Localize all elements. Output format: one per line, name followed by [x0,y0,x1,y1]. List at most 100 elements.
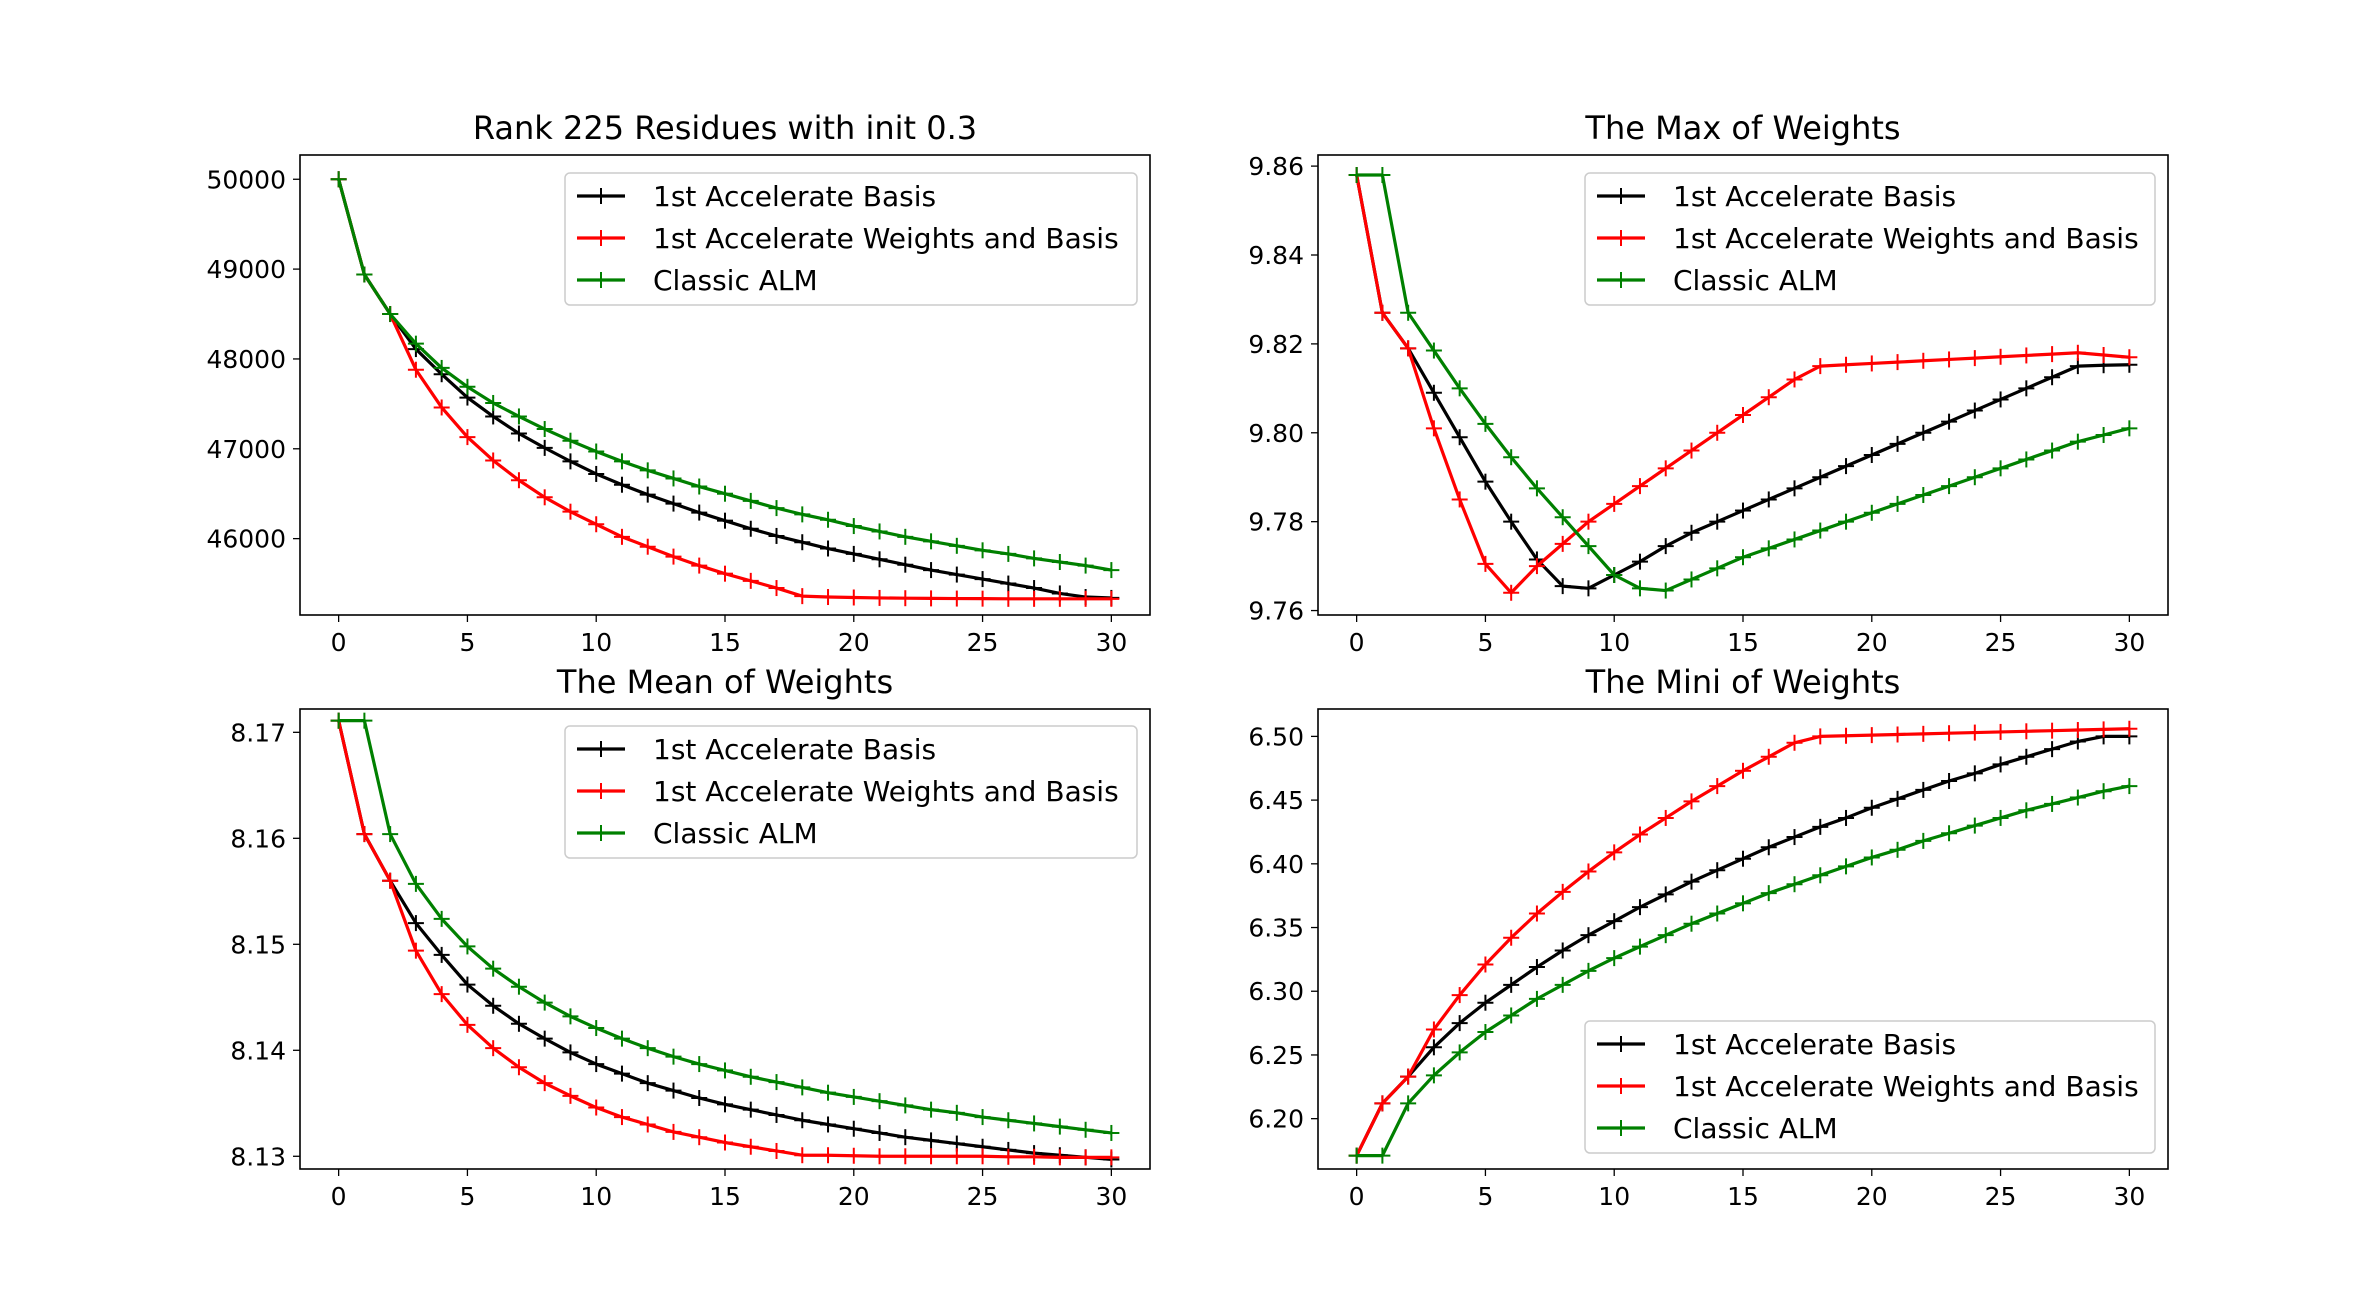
data-point [1554,976,1571,993]
x-tick-label: 10 [580,628,612,657]
x-tick-label: 0 [331,628,347,657]
x-tick-label: 20 [1856,628,1888,657]
data-point [1077,1149,1094,1166]
data-point [742,1068,759,1085]
y-tick-label: 9.80 [1248,419,1304,448]
x-tick-label: 30 [2113,628,2145,657]
data-point [1735,762,1751,779]
data-point [407,335,424,352]
data-point [1992,809,2009,826]
data-point [407,915,424,932]
data-point [1103,562,1120,579]
data-point [1838,809,1855,826]
data-point [459,1016,476,1033]
data-point [639,1075,656,1092]
data-point [974,1148,991,1165]
data-point [845,1088,862,1105]
data-point [665,1082,682,1099]
data-point [2044,346,2061,363]
x-tick-label: 0 [1349,628,1365,657]
chart-title: Rank 225 Residues with init 0.3 [473,109,977,147]
data-point [1735,549,1751,566]
legend-entry: Classic ALM [577,817,818,850]
legend-entry: 1st Accelerate Weights and Basis [1597,1070,2139,1103]
data-point [871,551,888,568]
data-point [1966,350,1983,367]
data-point [1477,555,1494,572]
data-point [1103,1124,1120,1141]
data-point [2044,369,2061,386]
x-tick-label: 15 [709,1182,741,1211]
data-point [1000,590,1017,607]
data-point [1451,429,1468,446]
data-point [2044,722,2061,739]
data-point [691,1089,708,1106]
data-point [356,826,373,843]
data-point [1503,513,1520,530]
data-point [613,453,630,470]
data-point [1606,950,1623,967]
data-point [1606,495,1623,512]
data-point [768,1142,785,1159]
subplot-mean-weights: The Mean of Weights 0 5 10 15 20 25 30 8.13 8.14 8… [230,663,1151,1211]
legend-label: 1st Accelerate Basis [653,180,936,213]
data-point [717,1096,733,1113]
data-point [407,875,424,892]
plot-area [1348,720,2138,1164]
subplot-residues: Rank 225 Residues with init 0.3 0 5 10 15 20 2… [206,109,1151,657]
y-tick-label: 49000 [206,255,286,284]
data-point [382,826,399,843]
y-tick-label: 9.82 [1248,330,1304,359]
legend-label: 1st Accelerate Weights and Basis [1673,222,2139,255]
data-point [794,1147,811,1164]
data-point [1889,790,1906,807]
data-point [433,986,450,1003]
data-point [691,1129,708,1146]
data-point [588,465,605,482]
data-point [1631,899,1648,916]
data-point [897,556,914,573]
data-point [1077,1121,1094,1138]
data-point [1812,867,1829,884]
data-point [1000,545,1017,562]
x-tick-label: 15 [709,628,741,657]
data-point [562,1008,579,1025]
legend: 1st Accelerate Basis 1st Accelerate Weigh… [1584,1020,2156,1154]
chart-title: The Max of Weights [1584,109,1900,147]
data-point [820,1116,837,1133]
data-point [768,500,785,517]
x-tick-label: 5 [1477,628,1493,657]
data-point [2121,720,2138,737]
axes-frame [299,154,1151,616]
data-point [330,712,347,729]
data-point [1683,915,1700,932]
data-point [1735,502,1751,519]
data-point [1863,849,1880,866]
data-point [1915,352,1932,369]
data-point [1026,1115,1043,1132]
data-point [923,562,940,579]
data-point [1400,304,1417,321]
data-point [1683,442,1700,459]
data-point [639,462,656,479]
y-tick-label: 6.50 [1248,722,1304,751]
data-point [2018,723,2035,740]
data-point [1786,829,1803,846]
y-tick-label: 6.30 [1248,977,1304,1006]
data-point [1683,524,1700,541]
data-point [1838,458,1855,475]
data-point [1760,491,1777,508]
data-point [1966,469,1983,486]
data-point [923,590,940,607]
data-point [2044,741,2061,758]
data-point [820,589,837,606]
data-point [562,1044,579,1061]
data-point [1606,567,1623,583]
data-point [1348,1147,1365,1164]
x-tick-label: 20 [1856,1182,1888,1211]
y-tick-label: 9.76 [1248,597,1304,626]
data-point [1786,876,1803,893]
data-point [897,528,914,545]
legend-box [564,725,1138,859]
